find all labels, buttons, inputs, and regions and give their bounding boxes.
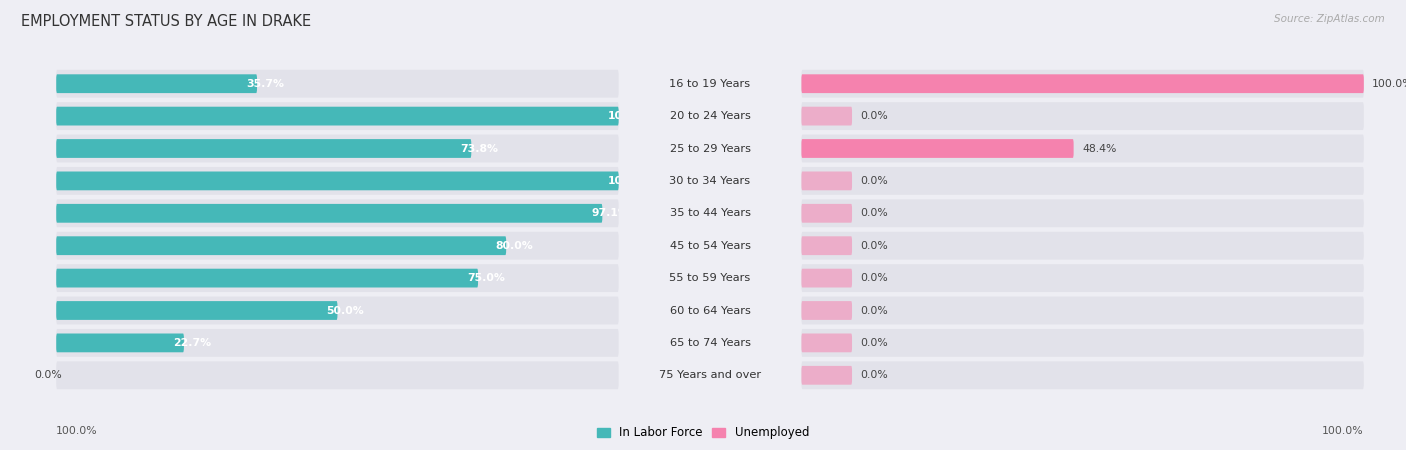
Text: 0.0%: 0.0%: [860, 208, 889, 218]
Text: 75 Years and over: 75 Years and over: [659, 370, 761, 380]
Text: 45 to 54 Years: 45 to 54 Years: [669, 241, 751, 251]
Text: 0.0%: 0.0%: [860, 338, 889, 348]
FancyBboxPatch shape: [56, 333, 184, 352]
FancyBboxPatch shape: [56, 102, 619, 130]
Text: 0.0%: 0.0%: [860, 370, 889, 380]
FancyBboxPatch shape: [801, 70, 1364, 98]
FancyBboxPatch shape: [801, 269, 852, 288]
FancyBboxPatch shape: [801, 167, 1364, 195]
Text: 73.8%: 73.8%: [460, 144, 498, 153]
Text: 0.0%: 0.0%: [34, 370, 62, 380]
Text: 16 to 19 Years: 16 to 19 Years: [669, 79, 751, 89]
FancyBboxPatch shape: [801, 139, 1074, 158]
FancyBboxPatch shape: [801, 361, 1364, 389]
FancyBboxPatch shape: [56, 204, 602, 223]
FancyBboxPatch shape: [801, 102, 1364, 130]
FancyBboxPatch shape: [56, 301, 337, 320]
Text: 20 to 24 Years: 20 to 24 Years: [669, 111, 751, 121]
Text: 48.4%: 48.4%: [1083, 144, 1116, 153]
FancyBboxPatch shape: [56, 171, 619, 190]
FancyBboxPatch shape: [801, 107, 852, 126]
FancyBboxPatch shape: [56, 264, 619, 292]
Text: 0.0%: 0.0%: [860, 273, 889, 283]
Text: 100.0%: 100.0%: [607, 111, 652, 121]
FancyBboxPatch shape: [801, 329, 1364, 357]
Text: 60 to 64 Years: 60 to 64 Years: [669, 306, 751, 315]
Text: 35.7%: 35.7%: [246, 79, 284, 89]
FancyBboxPatch shape: [56, 269, 478, 288]
Text: 55 to 59 Years: 55 to 59 Years: [669, 273, 751, 283]
FancyBboxPatch shape: [56, 70, 619, 98]
FancyBboxPatch shape: [56, 135, 619, 162]
Text: EMPLOYMENT STATUS BY AGE IN DRAKE: EMPLOYMENT STATUS BY AGE IN DRAKE: [21, 14, 311, 28]
FancyBboxPatch shape: [56, 232, 619, 260]
Text: 97.1%: 97.1%: [591, 208, 628, 218]
FancyBboxPatch shape: [801, 171, 852, 190]
FancyBboxPatch shape: [56, 139, 471, 158]
Text: 0.0%: 0.0%: [860, 241, 889, 251]
FancyBboxPatch shape: [56, 236, 506, 255]
Text: 100.0%: 100.0%: [1322, 427, 1364, 436]
Text: 35 to 44 Years: 35 to 44 Years: [669, 208, 751, 218]
FancyBboxPatch shape: [56, 329, 619, 357]
FancyBboxPatch shape: [56, 107, 619, 126]
FancyBboxPatch shape: [801, 204, 852, 223]
FancyBboxPatch shape: [801, 366, 852, 385]
Text: 0.0%: 0.0%: [860, 306, 889, 315]
Text: 100.0%: 100.0%: [607, 176, 652, 186]
Text: 0.0%: 0.0%: [860, 111, 889, 121]
FancyBboxPatch shape: [56, 74, 257, 93]
FancyBboxPatch shape: [801, 232, 1364, 260]
Text: 50.0%: 50.0%: [326, 306, 364, 315]
FancyBboxPatch shape: [56, 361, 619, 389]
FancyBboxPatch shape: [801, 297, 1364, 324]
Text: 65 to 74 Years: 65 to 74 Years: [669, 338, 751, 348]
FancyBboxPatch shape: [801, 264, 1364, 292]
FancyBboxPatch shape: [801, 74, 1364, 93]
FancyBboxPatch shape: [56, 167, 619, 195]
Legend: In Labor Force, Unemployed: In Labor Force, Unemployed: [592, 422, 814, 444]
FancyBboxPatch shape: [801, 236, 852, 255]
FancyBboxPatch shape: [801, 135, 1364, 162]
FancyBboxPatch shape: [56, 199, 619, 227]
FancyBboxPatch shape: [801, 199, 1364, 227]
Text: 25 to 29 Years: 25 to 29 Years: [669, 144, 751, 153]
Text: 30 to 34 Years: 30 to 34 Years: [669, 176, 751, 186]
Text: 100.0%: 100.0%: [56, 427, 98, 436]
FancyBboxPatch shape: [56, 297, 619, 324]
FancyBboxPatch shape: [801, 301, 852, 320]
Text: 22.7%: 22.7%: [173, 338, 211, 348]
Text: 100.0%: 100.0%: [1372, 79, 1406, 89]
Text: 0.0%: 0.0%: [860, 176, 889, 186]
Text: 80.0%: 80.0%: [495, 241, 533, 251]
Text: Source: ZipAtlas.com: Source: ZipAtlas.com: [1274, 14, 1385, 23]
Text: 75.0%: 75.0%: [467, 273, 505, 283]
FancyBboxPatch shape: [801, 333, 852, 352]
